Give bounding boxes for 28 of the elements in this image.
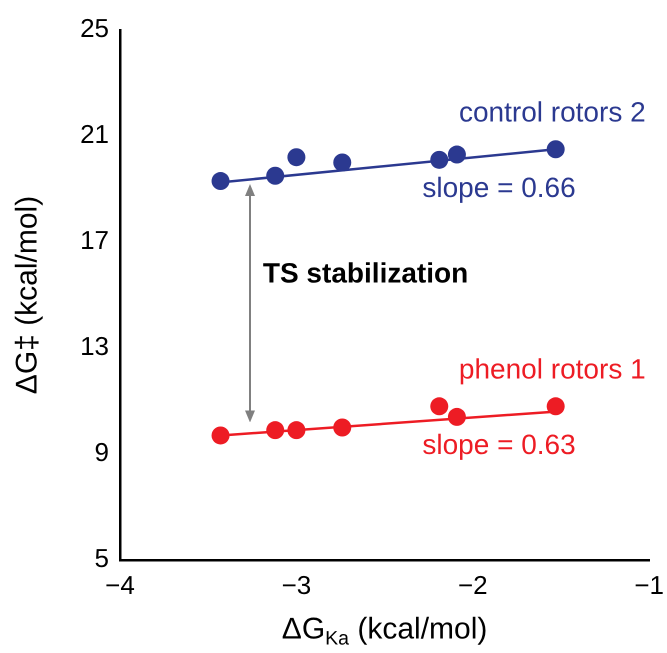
x-tick-label: −2 (458, 570, 488, 600)
annotation: slope = 0.63 (422, 429, 576, 460)
point (266, 166, 284, 185)
point (333, 418, 352, 436)
y-axis-title: ΔG‡ (kcal/mol) (10, 196, 44, 394)
point (430, 397, 448, 416)
point (546, 397, 565, 416)
annotation: TS stabilization (262, 258, 468, 289)
point (266, 421, 284, 440)
y-tick-label: 9 (94, 437, 109, 468)
point (212, 172, 230, 190)
y-tick-label: 25 (80, 13, 109, 44)
x-tick-label: −3 (282, 570, 312, 600)
point (287, 421, 306, 440)
y-tick-label: 17 (80, 225, 109, 256)
point (212, 426, 230, 444)
point (546, 140, 565, 158)
y-tick-label: 21 (80, 119, 109, 150)
x-tick-label: −1 (634, 570, 664, 600)
point (430, 150, 448, 169)
series-label: phenol rotors 1 (458, 353, 646, 384)
annotation: slope = 0.66 (422, 172, 576, 203)
y-tick-label: 13 (80, 331, 109, 362)
series-label: control rotors 2 (458, 96, 646, 128)
point (448, 408, 466, 426)
point (287, 148, 306, 166)
point (333, 154, 352, 172)
point (448, 146, 466, 164)
